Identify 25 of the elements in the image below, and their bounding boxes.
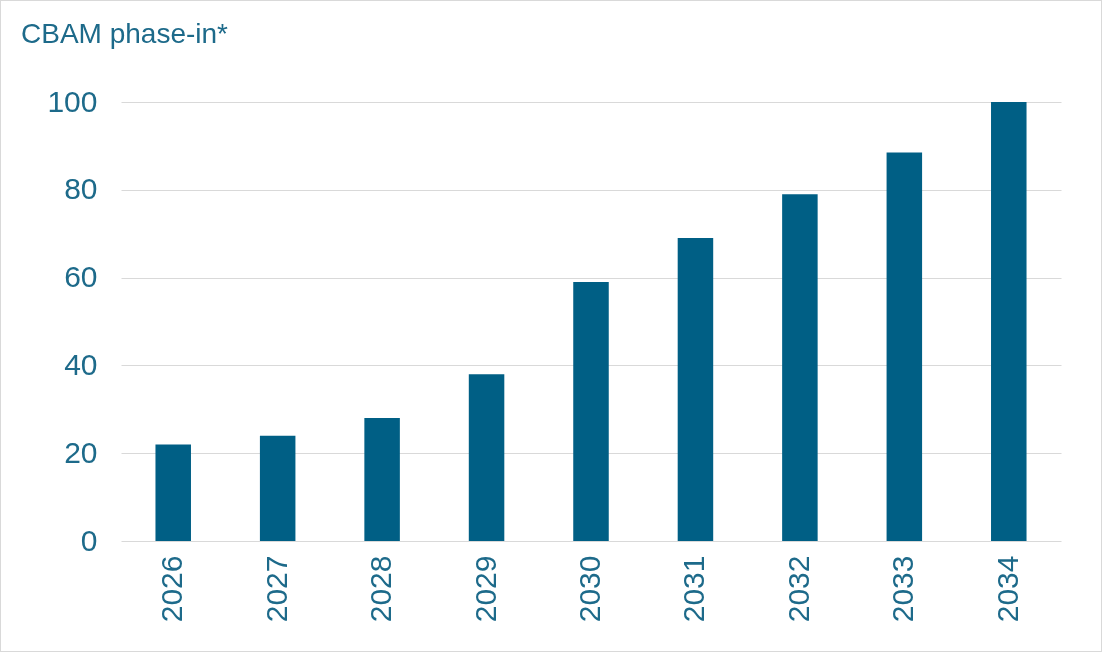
x-tick-label: 2033 [886, 555, 920, 623]
bar [468, 374, 505, 541]
bar [573, 281, 609, 541]
x-tick-label: 2032 [781, 555, 815, 623]
x-tick-label: 2031 [677, 555, 711, 623]
bar [259, 435, 296, 541]
bar [155, 444, 191, 541]
y-tick-label: 0 [80, 523, 98, 557]
bar [364, 418, 400, 541]
bar [886, 152, 923, 541]
y-tick-label: 80 [64, 172, 98, 206]
y-tick-label: 100 [47, 84, 98, 118]
y-tick-label: 60 [64, 260, 98, 294]
bar [677, 238, 714, 541]
bar [991, 102, 1027, 541]
x-tick-label: 2034 [990, 555, 1024, 623]
x-tick-label: 2029 [468, 555, 502, 623]
bar [782, 194, 818, 541]
x-tick-label: 2027 [259, 555, 293, 623]
y-tick-label: 40 [64, 347, 98, 381]
y-tick-label: 20 [64, 435, 98, 469]
x-tick-label: 2028 [364, 555, 398, 623]
x-tick-label: 2026 [155, 555, 189, 623]
x-tick-label: 2030 [573, 555, 606, 623]
chart-title: CBAM phase-in* [21, 18, 229, 49]
